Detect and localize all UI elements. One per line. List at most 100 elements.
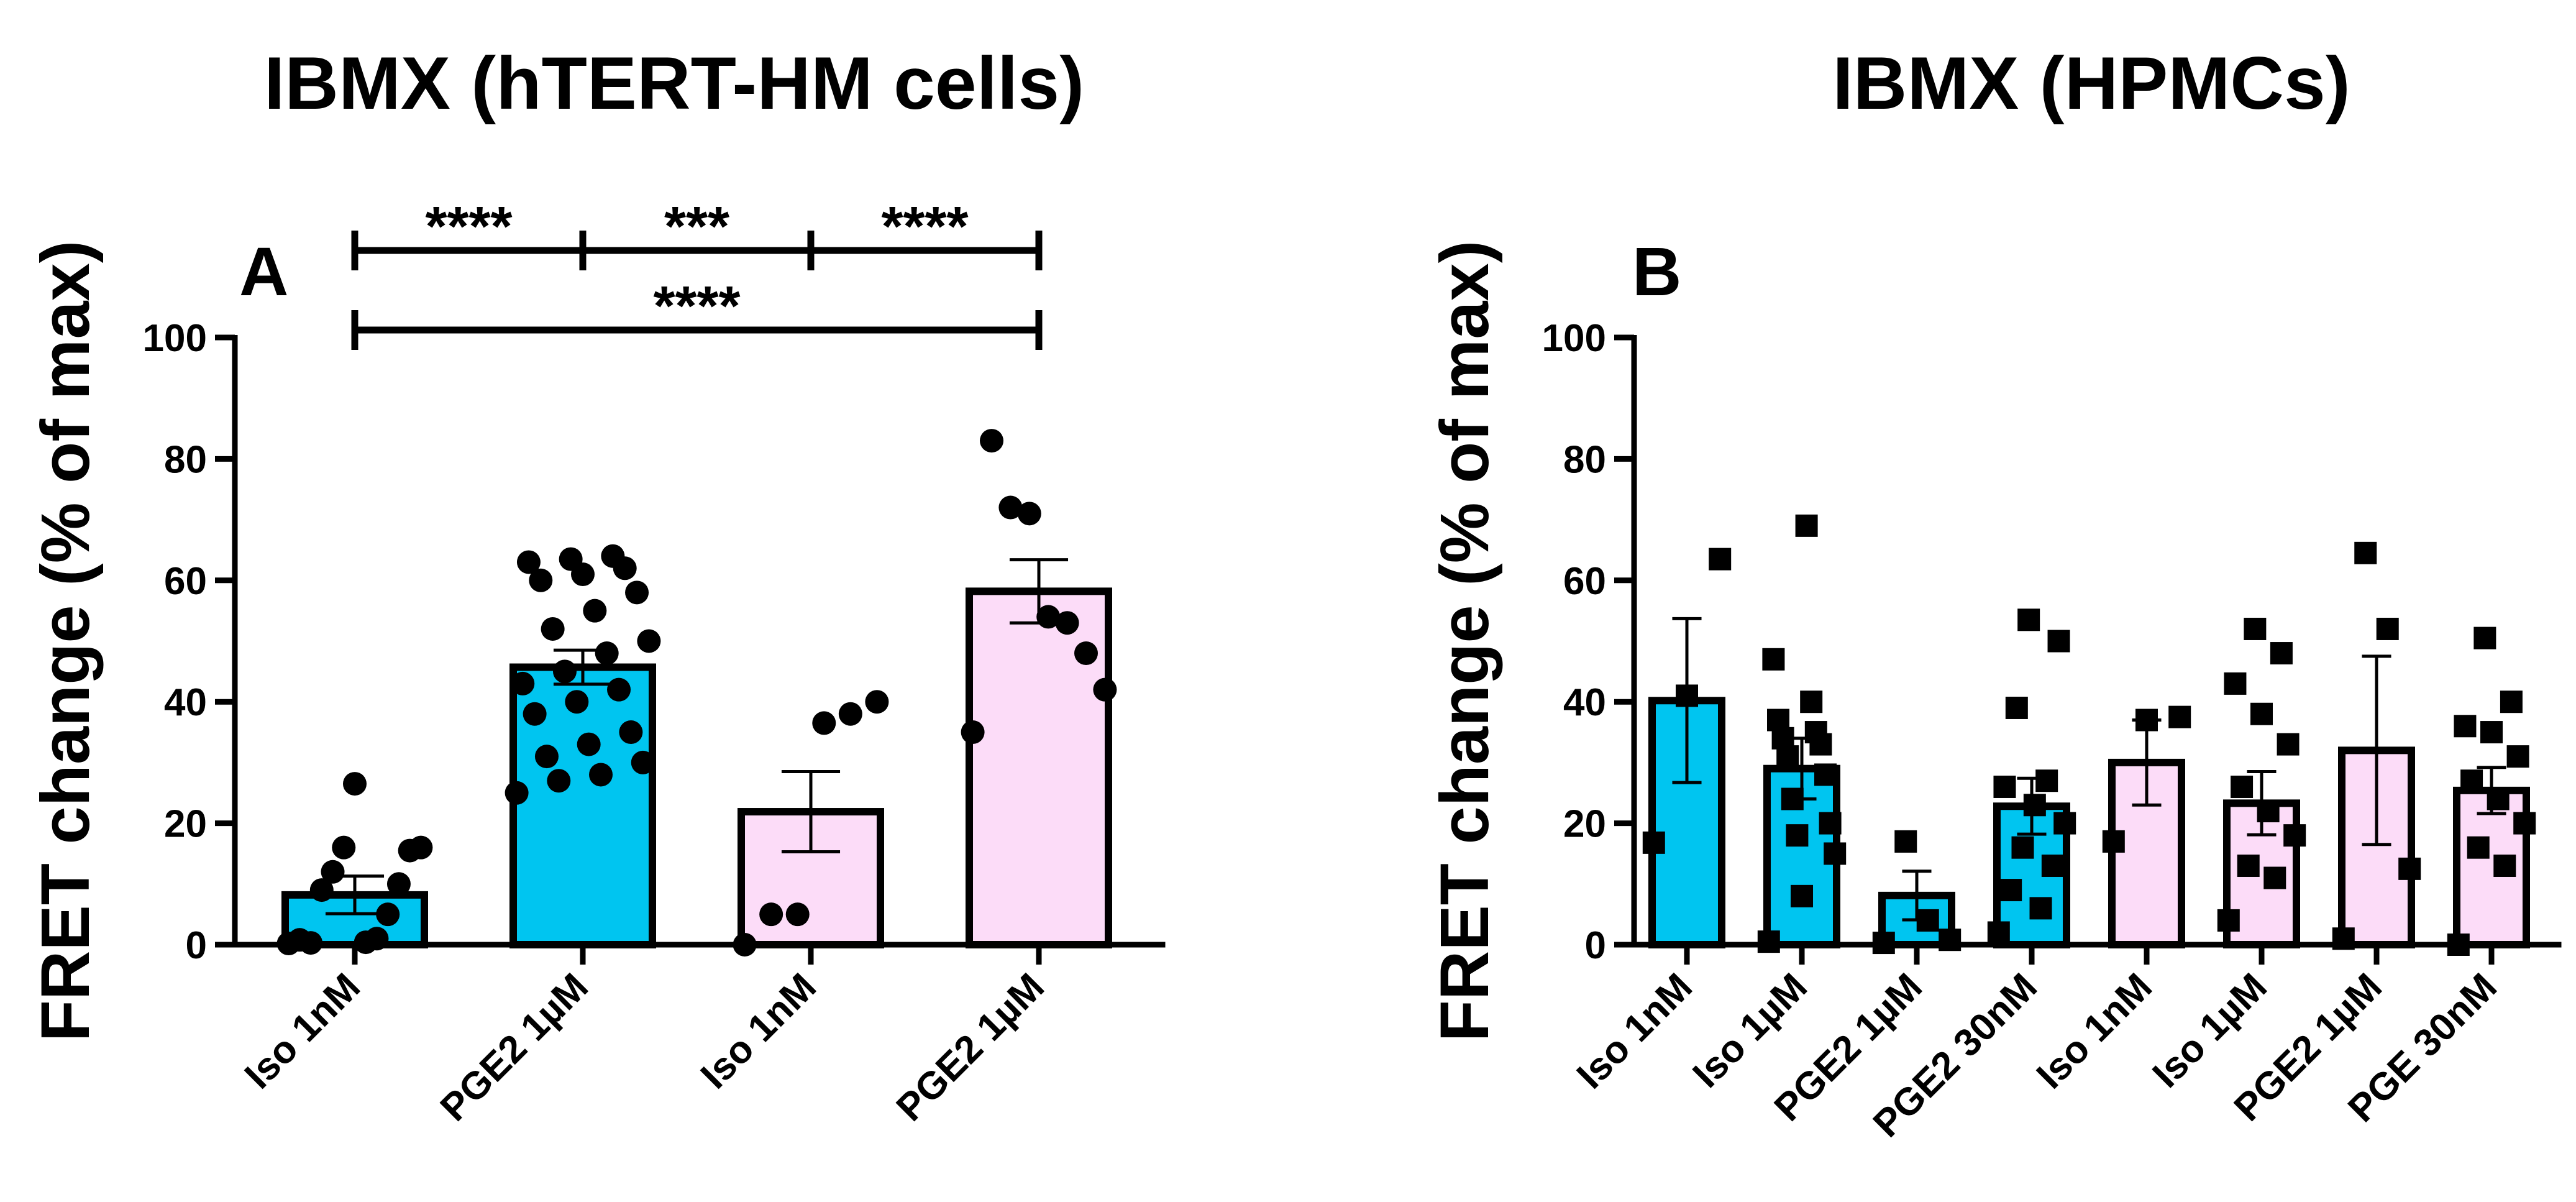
data-point <box>595 641 619 666</box>
data-point <box>2029 897 2052 920</box>
data-point <box>516 550 541 574</box>
data-point <box>1055 611 1079 635</box>
data-point <box>2237 854 2260 877</box>
significance-label: *** <box>664 196 729 258</box>
data-point <box>2487 787 2510 810</box>
data-point <box>386 872 411 896</box>
significance-label: **** <box>881 196 968 258</box>
data-point <box>1939 929 1962 952</box>
data-point <box>2217 909 2240 932</box>
chart-title: IBMX (hTERT-HM cells) <box>264 42 1084 125</box>
data-point <box>1757 930 1780 953</box>
data-point <box>2283 824 2306 847</box>
data-point <box>332 835 356 860</box>
data-point <box>998 495 1023 520</box>
data-point <box>2354 541 2377 564</box>
data-point <box>376 902 400 927</box>
data-point <box>2053 812 2076 835</box>
data-point <box>589 763 613 787</box>
data-point <box>1036 605 1061 629</box>
data-point <box>1987 921 2010 944</box>
data-point <box>2005 696 2028 719</box>
y-tick-label: 80 <box>164 438 207 481</box>
data-point <box>2017 608 2040 631</box>
data-point <box>2493 854 2516 877</box>
data-point <box>541 617 565 641</box>
y-tick-label: 80 <box>1563 438 1606 481</box>
data-point <box>607 677 631 702</box>
panel-letter: A <box>239 234 288 310</box>
y-tick-label: 40 <box>1563 681 1606 724</box>
data-point <box>309 878 334 902</box>
data-point <box>1999 879 2022 902</box>
data-point <box>1676 684 1698 707</box>
y-tick-label: 100 <box>143 317 207 360</box>
data-point <box>2102 830 2125 853</box>
data-point <box>961 720 985 745</box>
data-point <box>1804 721 1827 744</box>
data-point <box>759 902 783 927</box>
data-point <box>2480 721 2503 744</box>
data-point <box>2460 769 2483 792</box>
y-tick-label: 0 <box>186 924 207 967</box>
y-tick-label: 60 <box>164 560 207 603</box>
data-point <box>1993 775 2016 798</box>
data-point <box>2224 672 2247 695</box>
significance-label: **** <box>653 275 740 337</box>
data-point <box>2513 812 2536 835</box>
data-point <box>1800 690 1823 713</box>
data-point <box>2500 690 2523 713</box>
data-point <box>2467 836 2490 859</box>
data-point <box>2473 626 2496 649</box>
data-point <box>1767 709 1789 732</box>
data-point <box>321 860 345 884</box>
y-tick-label: 60 <box>1563 560 1606 603</box>
data-point <box>1795 514 1818 537</box>
y-axis-label: FRET change (% of max) <box>1427 241 1503 1042</box>
y-tick-label: 20 <box>164 803 207 846</box>
data-point <box>631 750 655 774</box>
y-axis-label: FRET change (% of max) <box>27 241 104 1042</box>
data-point <box>1819 812 1842 835</box>
data-point <box>2135 709 2158 732</box>
data-point <box>1017 502 1041 526</box>
data-point <box>2376 617 2399 640</box>
category-label: Iso 1nM <box>237 965 368 1097</box>
data-point <box>511 671 535 695</box>
data-point <box>583 599 607 623</box>
panel-b-chart: IBMX (HPMCs) B FRET change (% of max) 0 20 40… <box>1427 42 2562 1145</box>
data-point <box>865 690 889 714</box>
data-point <box>812 711 836 735</box>
category-label: PGE2 1µM <box>432 965 596 1129</box>
data-point <box>785 902 810 927</box>
data-point <box>2231 775 2254 798</box>
data-point <box>2257 800 2280 823</box>
data-point <box>547 769 571 793</box>
data-point <box>1824 842 1847 865</box>
data-point <box>2011 836 2034 859</box>
y-tick-label: 40 <box>164 681 207 724</box>
data-point <box>2270 642 2293 665</box>
data-point <box>2454 715 2477 738</box>
data-point <box>2263 866 2286 889</box>
y-tick-label: 100 <box>1542 317 1606 360</box>
data-point <box>565 690 589 714</box>
data-point <box>2244 617 2267 640</box>
data-point <box>2035 769 2058 792</box>
data-point <box>601 544 625 568</box>
data-point <box>2168 705 2191 728</box>
category-label: PGE2 1µM <box>888 965 1053 1129</box>
data-point <box>1642 831 1665 854</box>
data-point <box>1709 548 1732 571</box>
category-label: Iso 1nM <box>2029 965 2160 1097</box>
data-point <box>559 547 583 571</box>
data-point <box>980 429 1003 453</box>
y-tick-label: 20 <box>1563 803 1606 846</box>
panel-letter: B <box>1632 234 1681 310</box>
data-point <box>1781 787 1804 810</box>
data-point <box>523 702 547 726</box>
data-point <box>838 702 862 726</box>
data-point <box>1916 909 1939 932</box>
data-point <box>2506 745 2529 768</box>
